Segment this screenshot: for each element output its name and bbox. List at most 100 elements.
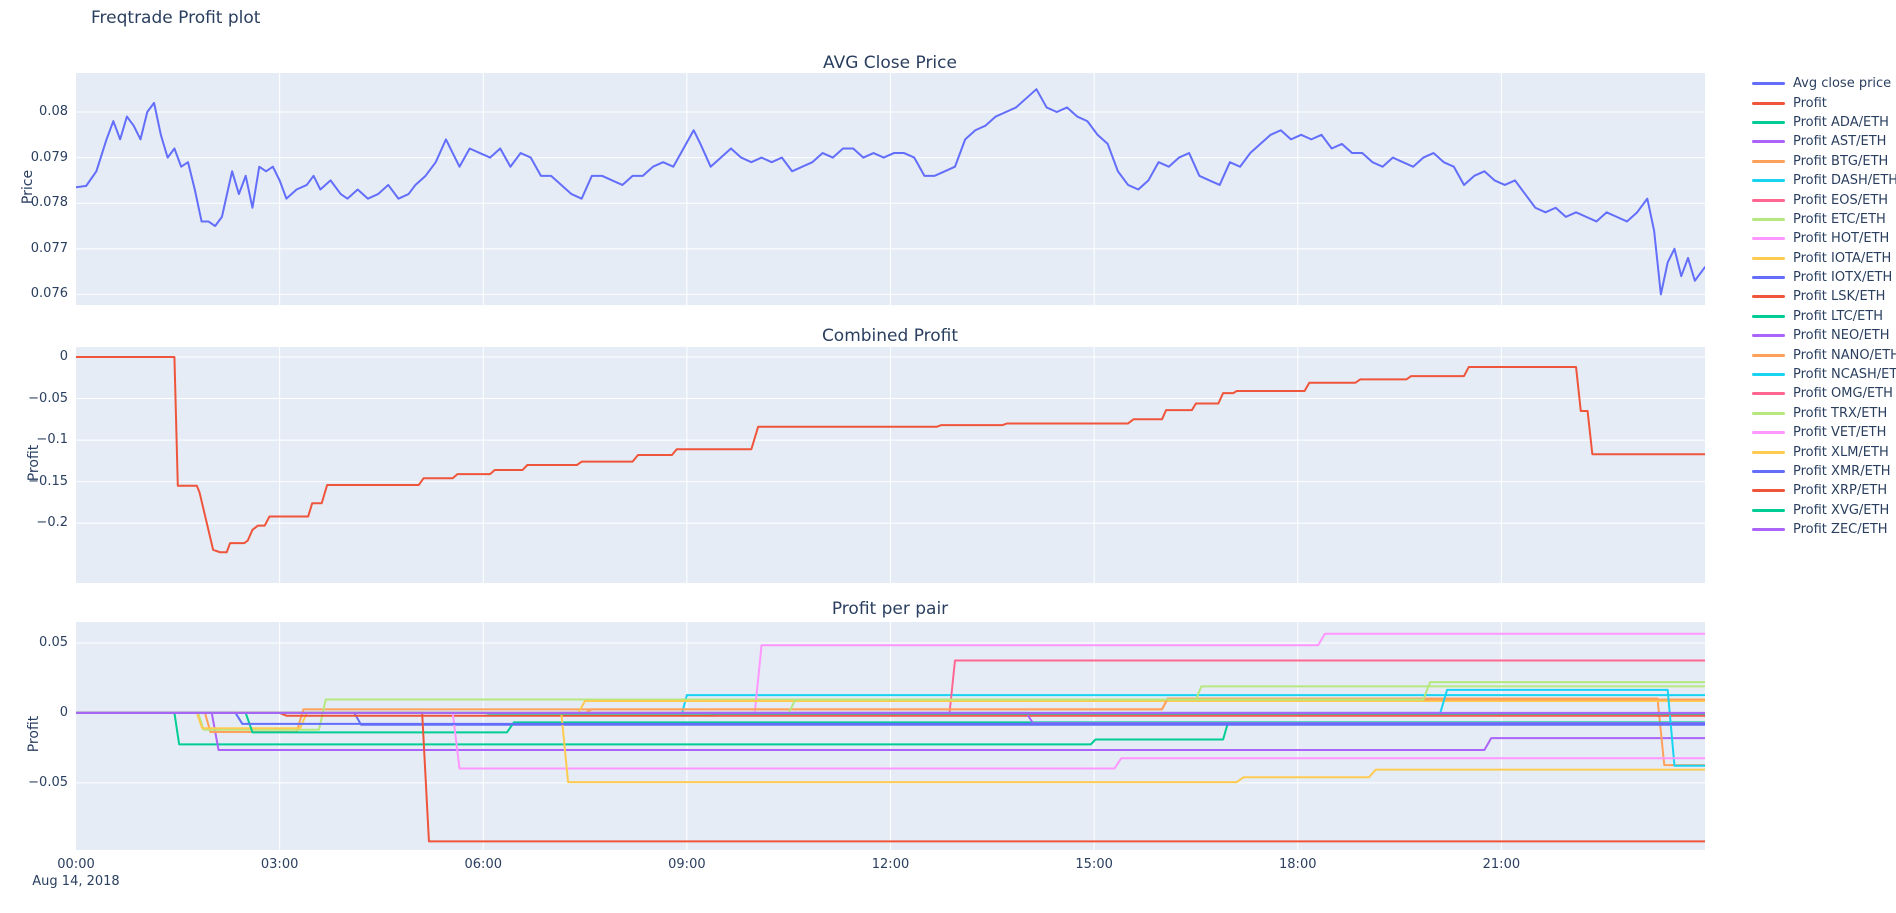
legend-item-profit-dash-eth[interactable]: Profit DASH/ETH (1752, 171, 1896, 190)
x-tick-label: 09:00 (668, 857, 706, 872)
x-tick-label: 18:00 (1279, 857, 1317, 872)
avg-close-price-plot-area[interactable] (76, 73, 1705, 305)
legend-item-label: Profit OMG/ETH (1793, 386, 1893, 402)
legend-item-label: Profit DASH/ETH (1793, 173, 1896, 189)
y-tick-label: −0.2 (36, 515, 68, 531)
subplot-title-profit-per-pair: Profit per pair (831, 599, 949, 619)
page-title: Freqtrade Profit plot (91, 8, 261, 28)
x-tick-label: 00:00 (57, 857, 95, 872)
legend-item-profit-omg-eth[interactable]: Profit OMG/ETH (1752, 384, 1896, 403)
combined-profit-plot-area[interactable] (76, 347, 1705, 583)
x-tick-label: 06:00 (464, 857, 502, 872)
legend-item-profit-ast-eth[interactable]: Profit AST/ETH (1752, 132, 1896, 151)
x-tick-label: 12:00 (871, 857, 910, 872)
x-tick-label: 03:00 (260, 857, 299, 872)
legend-item-profit-etc-eth[interactable]: Profit ETC/ETH (1752, 210, 1896, 229)
legend-item-label: Profit XLM/ETH (1793, 444, 1889, 460)
legend-item-profit-xvg-eth[interactable]: Profit XVG/ETH (1752, 501, 1896, 520)
legend-item-profit[interactable]: Profit (1752, 93, 1896, 112)
y-axis-title-price: Price (20, 169, 36, 205)
y-tick-label: −0.15 (28, 473, 68, 489)
legend-line-swatch-icon (1752, 120, 1785, 124)
y-axis-title-profit-combined: Profit (26, 444, 42, 482)
legend-line-swatch-icon (1752, 334, 1785, 338)
legend-item-label: Profit XVG/ETH (1793, 502, 1890, 518)
series-line-profit-iota-eth (76, 700, 1705, 730)
legend-item-label: Profit NCASH/ETH (1793, 367, 1896, 383)
legend-item-label: Profit AST/ETH (1793, 134, 1887, 150)
legend-line-swatch-icon (1752, 431, 1785, 435)
y-tick-label: 0.077 (30, 240, 68, 256)
legend-line-swatch-icon (1752, 373, 1785, 377)
legend-item-profit-ada-eth[interactable]: Profit ADA/ETH (1752, 113, 1896, 132)
y-tick-label: −0.05 (28, 390, 68, 406)
legend-line-swatch-icon (1752, 179, 1785, 183)
legend-line-swatch-icon (1752, 314, 1785, 318)
legend-item-profit-hot-eth[interactable]: Profit HOT/ETH (1752, 229, 1896, 248)
y-tick-label: −0.1 (36, 432, 68, 448)
series-line-avg-close-price (76, 88, 1705, 296)
legend-item-profit-xmr-eth[interactable]: Profit XMR/ETH (1752, 462, 1896, 481)
legend-line-swatch-icon (1752, 411, 1785, 415)
y-tick-label: 0.05 (39, 634, 68, 650)
legend-item-label: Avg close price (1793, 76, 1892, 92)
legend-item-label: Profit XRP/ETH (1793, 483, 1888, 499)
legend-item-profit-neo-eth[interactable]: Profit NEO/ETH (1752, 326, 1896, 345)
legend-line-swatch-icon (1752, 237, 1785, 241)
y-tick-label: 0 (59, 704, 68, 720)
legend-item-profit-vet-eth[interactable]: Profit VET/ETH (1752, 423, 1896, 442)
series-line-profit-ada-eth (76, 711, 1705, 746)
legend-item-label: Profit NEO/ETH (1793, 328, 1890, 344)
legend-item-label: Profit LTC/ETH (1793, 308, 1884, 324)
legend-line-swatch-icon (1752, 276, 1785, 280)
legend-item-profit-ltc-eth[interactable]: Profit LTC/ETH (1752, 307, 1896, 326)
y-tick-label: 0.076 (30, 286, 68, 302)
legend-item-profit-ncash-eth[interactable]: Profit NCASH/ETH (1752, 365, 1896, 384)
legend-item-label: Profit ADA/ETH (1793, 114, 1889, 130)
legend-item-label: Profit VET/ETH (1793, 425, 1887, 441)
legend-item-profit-zec-eth[interactable]: Profit ZEC/ETH (1752, 520, 1896, 539)
legend-line-swatch-icon (1752, 489, 1785, 493)
legend-line-swatch-icon (1752, 82, 1785, 86)
legend-line-swatch-icon (1752, 528, 1785, 532)
legend-line-swatch-icon (1752, 256, 1785, 260)
legend-item-label: Profit IOTX/ETH (1793, 270, 1893, 286)
y-tick-label: 0.078 (30, 195, 68, 211)
subplot-title-combined-profit: Combined Profit (821, 326, 959, 346)
legend: Avg close price Profit Profit ADA/ETH Profi… (1752, 74, 1896, 539)
legend-line-swatch-icon (1752, 140, 1785, 144)
legend-item-profit-eos-eth[interactable]: Profit EOS/ETH (1752, 190, 1896, 209)
legend-item-label: Profit ZEC/ETH (1793, 522, 1888, 538)
legend-line-swatch-icon (1752, 159, 1785, 163)
legend-item-profit-iotx-eth[interactable]: Profit IOTX/ETH (1752, 268, 1896, 287)
x-tick-label: 15:00 (1075, 857, 1113, 872)
y-tick-label: 0.08 (39, 103, 68, 119)
y-tick-label: −0.05 (28, 774, 68, 790)
legend-item-profit-lsk-eth[interactable]: Profit LSK/ETH (1752, 287, 1896, 306)
legend-item-profit-btg-eth[interactable]: Profit BTG/ETH (1752, 152, 1896, 171)
legend-item-avg-close-price[interactable]: Avg close price (1752, 74, 1896, 93)
legend-item-label: Profit NANO/ETH (1793, 347, 1896, 363)
legend-item-profit-xrp-eth[interactable]: Profit XRP/ETH (1752, 481, 1896, 500)
x-axis-date-label: Aug 14, 2018 (32, 874, 120, 889)
legend-item-label: Profit IOTA/ETH (1793, 250, 1892, 266)
series-line-profit (76, 355, 1705, 554)
legend-item-profit-xlm-eth[interactable]: Profit XLM/ETH (1752, 442, 1896, 461)
legend-item-profit-iota-eth[interactable]: Profit IOTA/ETH (1752, 249, 1896, 268)
legend-line-swatch-icon (1752, 353, 1785, 357)
legend-item-label: Profit TRX/ETH (1793, 405, 1888, 421)
y-tick-label: 0 (59, 348, 68, 364)
legend-item-label: Profit (1793, 95, 1827, 111)
legend-item-profit-trx-eth[interactable]: Profit TRX/ETH (1752, 404, 1896, 423)
x-tick-label: 21:00 (1482, 857, 1521, 872)
legend-line-swatch-icon (1752, 470, 1785, 473)
subplot-title-avg-close-price: AVG Close Price (823, 53, 957, 73)
legend-item-label: Profit LSK/ETH (1793, 289, 1886, 305)
legend-item-label: Profit XMR/ETH (1793, 464, 1891, 479)
legend-item-label: Profit BTG/ETH (1793, 153, 1889, 169)
y-tick-label: 0.079 (30, 149, 68, 165)
profit-per-pair-plot-area[interactable] (76, 622, 1705, 850)
legend-item-profit-nano-eth[interactable]: Profit NANO/ETH (1752, 345, 1896, 364)
series-line-profit-etc-eth (76, 685, 1705, 731)
